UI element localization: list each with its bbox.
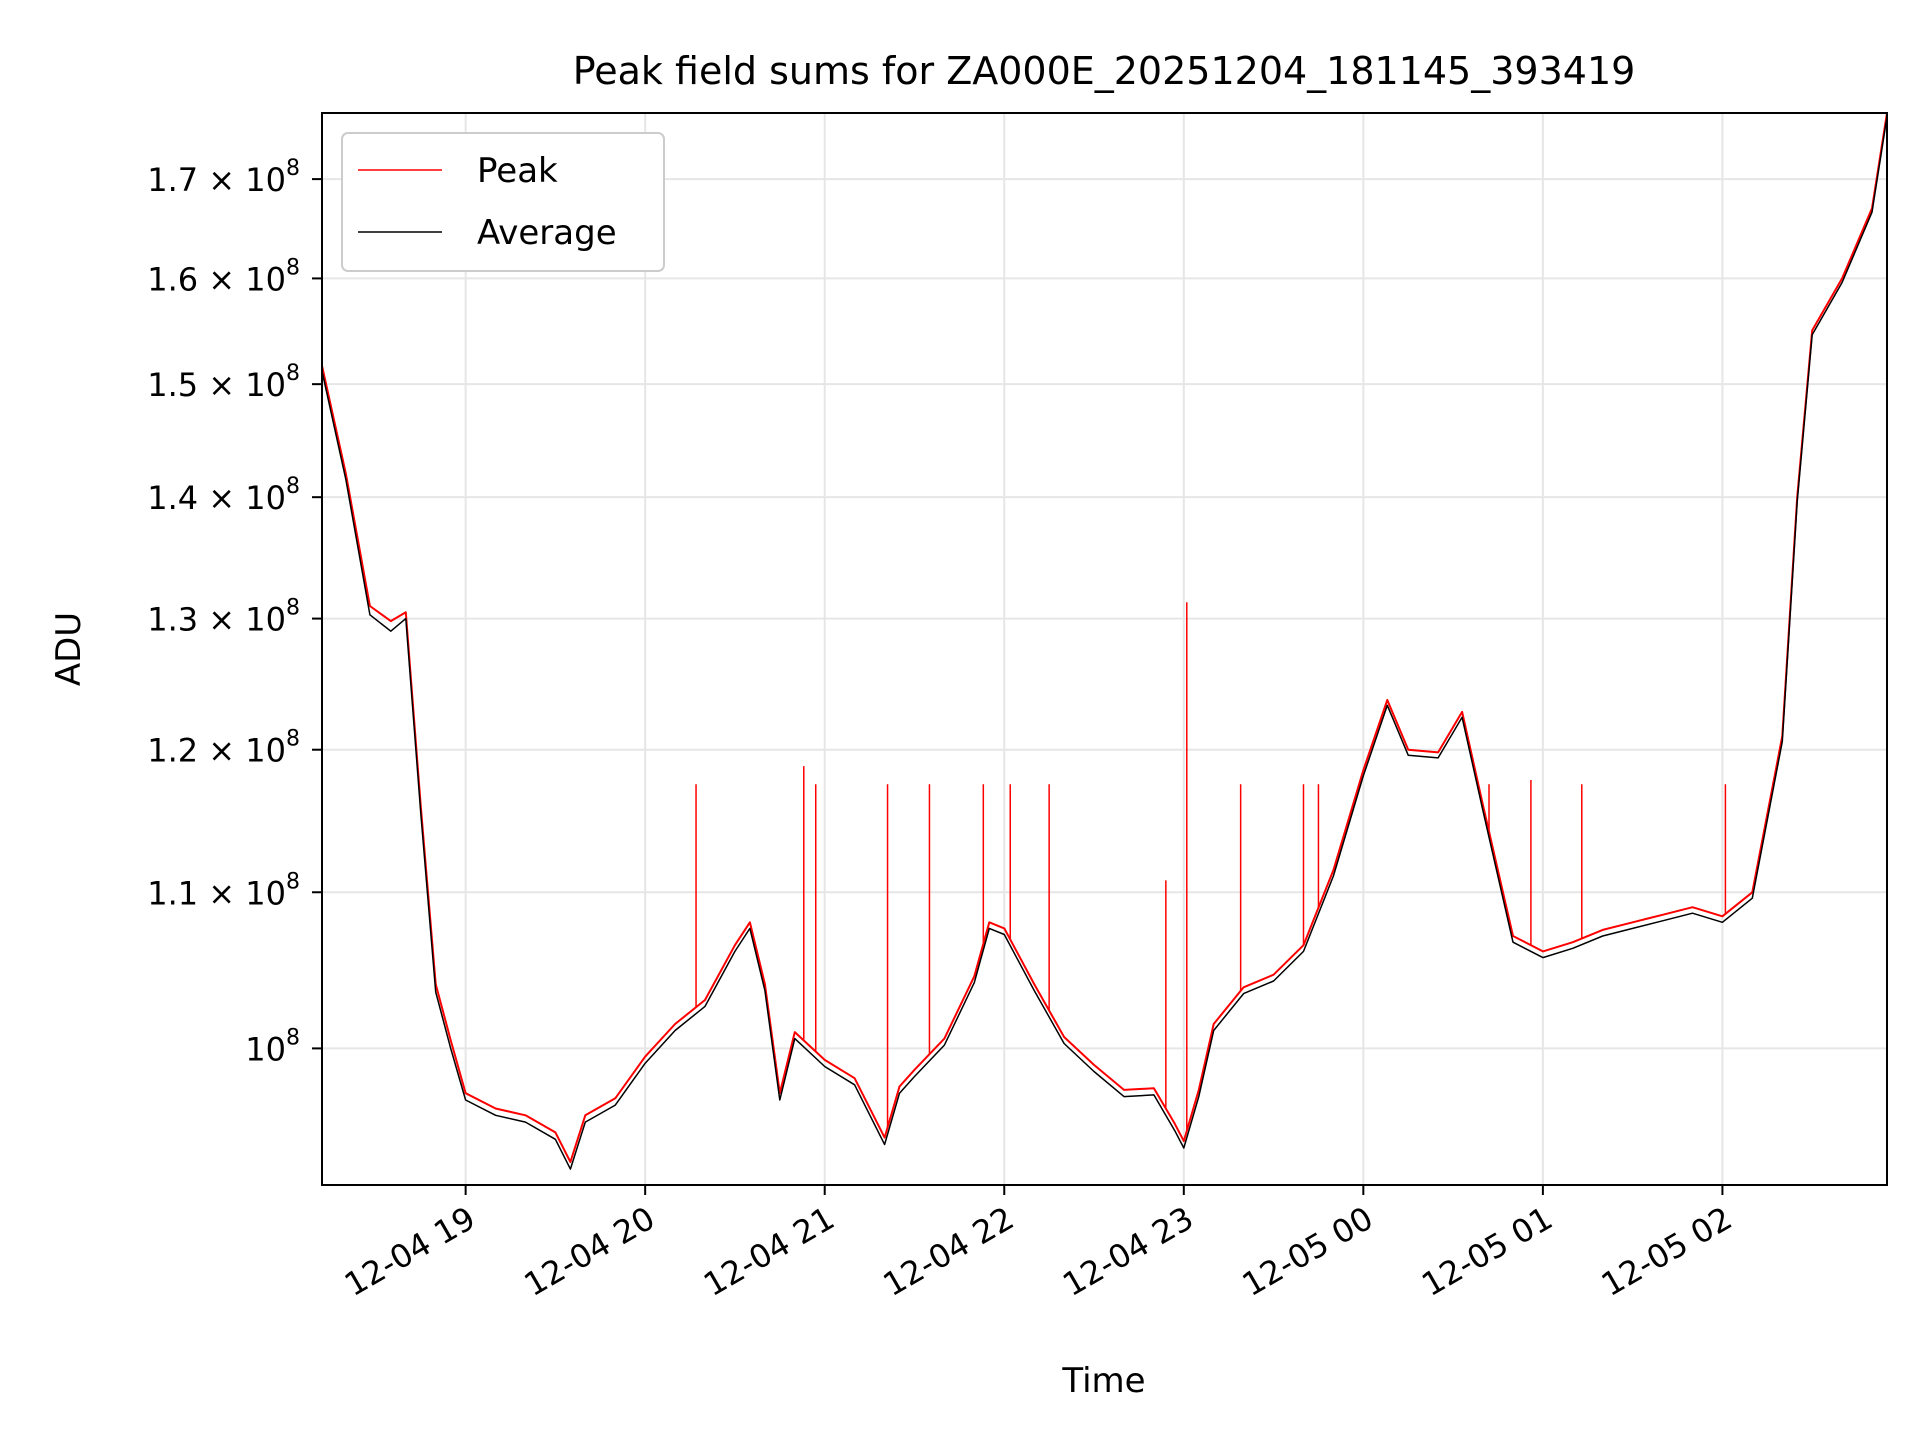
series-line-average xyxy=(321,116,1888,1170)
x-axis-title: Time xyxy=(1061,1361,1145,1401)
y-tick-label: 108 xyxy=(245,1025,300,1068)
legend: Peak Average xyxy=(341,132,665,272)
y-tick-label: 1.7 × 108 xyxy=(147,156,300,199)
series-line-peak xyxy=(321,112,1888,1163)
legend-box xyxy=(341,132,665,272)
y-tick-label: 1.1 × 108 xyxy=(147,869,300,912)
y-tick-label: 1.5 × 108 xyxy=(147,361,300,404)
y-tick-label: 1.4 × 108 xyxy=(147,474,300,517)
plot-frame xyxy=(321,112,1888,1186)
legend-label-peak: Peak xyxy=(477,151,558,191)
legend-label-average: Average xyxy=(477,213,617,253)
series-group xyxy=(321,112,1888,1170)
y-tick-label: 1.3 × 108 xyxy=(147,596,300,639)
y-tick-label: 1.6 × 108 xyxy=(147,255,300,298)
y-axis-title: ADU xyxy=(49,612,89,686)
grid xyxy=(322,113,1887,1185)
y-tick-label: 1.2 × 108 xyxy=(147,727,300,770)
chart-title: Peak field sums for ZA000E_20251204_1811… xyxy=(573,49,1636,93)
